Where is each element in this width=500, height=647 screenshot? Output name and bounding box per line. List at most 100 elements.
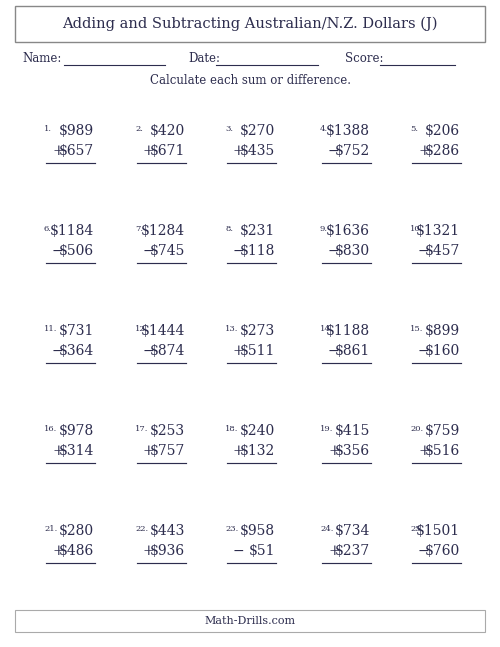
Text: −: − (52, 244, 64, 258)
Text: −: − (328, 144, 340, 158)
FancyBboxPatch shape (15, 6, 485, 42)
Text: $231: $231 (240, 224, 275, 238)
Text: −: − (418, 244, 430, 258)
Text: +: + (52, 144, 64, 158)
Text: −: − (143, 244, 154, 258)
Text: $132: $132 (240, 444, 275, 458)
Text: 6.: 6. (44, 225, 52, 233)
Text: 1.: 1. (44, 125, 52, 133)
Text: +: + (418, 144, 430, 158)
Text: 14.: 14. (320, 325, 334, 333)
Text: 5.: 5. (410, 125, 418, 133)
Text: $978: $978 (59, 424, 94, 438)
Text: 15.: 15. (410, 325, 424, 333)
Text: 18.: 18. (225, 425, 238, 433)
Text: +: + (143, 444, 154, 458)
Text: $415: $415 (334, 424, 370, 438)
Text: $1444: $1444 (140, 324, 185, 338)
Text: 24.: 24. (320, 525, 334, 533)
Text: +: + (233, 144, 244, 158)
Text: $486: $486 (59, 544, 94, 558)
Text: 7.: 7. (135, 225, 143, 233)
Text: 11.: 11. (44, 325, 58, 333)
Text: $356: $356 (335, 444, 370, 458)
Text: $899: $899 (425, 324, 460, 338)
Text: $506: $506 (59, 244, 94, 258)
Text: $240: $240 (240, 424, 275, 438)
Text: 17.: 17. (135, 425, 148, 433)
Text: $160: $160 (425, 344, 460, 358)
Text: 23.: 23. (225, 525, 238, 533)
Text: $1636: $1636 (326, 224, 370, 238)
Text: +: + (328, 544, 340, 558)
Text: +: + (233, 344, 244, 358)
Text: 8.: 8. (225, 225, 233, 233)
Text: $206: $206 (425, 124, 460, 138)
Text: −: − (328, 244, 340, 258)
Text: $958: $958 (240, 524, 275, 538)
Text: $237: $237 (335, 544, 370, 558)
Text: +: + (328, 444, 340, 458)
Text: −: − (418, 344, 430, 358)
Text: $273: $273 (240, 324, 275, 338)
Text: 4.: 4. (320, 125, 328, 133)
Text: −: − (143, 344, 154, 358)
Text: +: + (52, 444, 64, 458)
Text: $118: $118 (240, 244, 275, 258)
Text: $1501: $1501 (416, 524, 460, 538)
FancyBboxPatch shape (15, 610, 485, 632)
Text: $757: $757 (150, 444, 185, 458)
Text: $511: $511 (240, 344, 275, 358)
Text: $1184: $1184 (50, 224, 94, 238)
Text: 2.: 2. (135, 125, 143, 133)
Text: $936: $936 (150, 544, 185, 558)
Text: 3.: 3. (225, 125, 233, 133)
Text: $760: $760 (425, 544, 460, 558)
Text: $671: $671 (150, 144, 185, 158)
Text: 19.: 19. (320, 425, 334, 433)
Text: −: − (233, 544, 244, 558)
Text: $435: $435 (240, 144, 275, 158)
Text: $830: $830 (335, 244, 370, 258)
Text: $253: $253 (150, 424, 185, 438)
Text: $752: $752 (335, 144, 370, 158)
Text: Name:: Name: (22, 52, 62, 65)
Text: $1321: $1321 (416, 224, 460, 238)
Text: $270: $270 (240, 124, 275, 138)
Text: 10.: 10. (410, 225, 423, 233)
Text: $457: $457 (424, 244, 460, 258)
Text: 22.: 22. (135, 525, 148, 533)
Text: −: − (233, 244, 244, 258)
Text: $759: $759 (425, 424, 460, 438)
Text: $280: $280 (59, 524, 94, 538)
Text: 21.: 21. (44, 525, 57, 533)
Text: $1188: $1188 (326, 324, 370, 338)
Text: +: + (418, 444, 430, 458)
Text: +: + (143, 544, 154, 558)
Text: Calculate each sum or difference.: Calculate each sum or difference. (150, 74, 350, 87)
Text: +: + (233, 444, 244, 458)
Text: 16.: 16. (44, 425, 57, 433)
Text: 20.: 20. (410, 425, 423, 433)
Text: $51: $51 (248, 544, 275, 558)
Text: $745: $745 (150, 244, 185, 258)
Text: Date:: Date: (188, 52, 220, 65)
Text: 25.: 25. (410, 525, 423, 533)
Text: −: − (418, 544, 430, 558)
Text: $443: $443 (150, 524, 185, 538)
Text: +: + (143, 144, 154, 158)
Text: Math-Drills.com: Math-Drills.com (204, 616, 296, 626)
Text: −: − (52, 344, 64, 358)
Text: $286: $286 (425, 144, 460, 158)
Text: $731: $731 (58, 324, 94, 338)
Text: 12.: 12. (135, 325, 148, 333)
Text: $516: $516 (425, 444, 460, 458)
Text: 13.: 13. (225, 325, 238, 333)
Text: $364: $364 (59, 344, 94, 358)
Text: $874: $874 (150, 344, 185, 358)
Text: $1284: $1284 (141, 224, 185, 238)
Text: $861: $861 (335, 344, 370, 358)
Text: $420: $420 (150, 124, 185, 138)
Text: +: + (52, 544, 64, 558)
Text: $1388: $1388 (326, 124, 370, 138)
